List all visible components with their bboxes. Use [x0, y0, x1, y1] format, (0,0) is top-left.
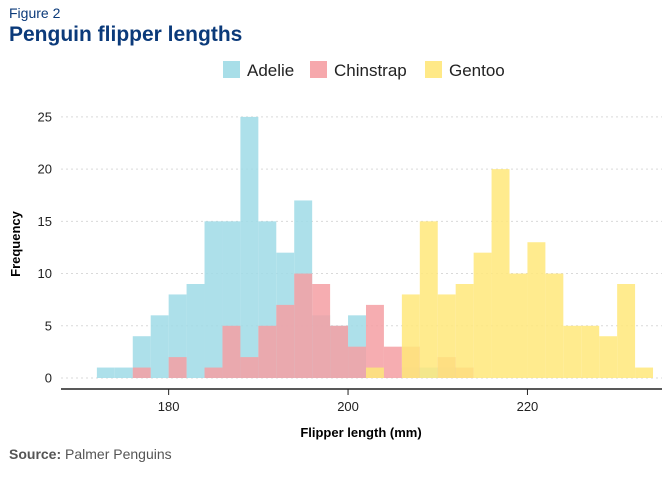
bar-gentoo-214 [473, 252, 492, 378]
bar-gentoo-206 [401, 294, 420, 378]
legend-label-gentoo: Gentoo [449, 61, 505, 80]
bar-chinstrap-200 [348, 346, 366, 378]
bar-gentoo-208 [419, 221, 438, 378]
x-axis-title: Flipper length (mm) [300, 425, 421, 440]
histogram-bars [96, 116, 654, 378]
legend: Adelie Chinstrap Gentoo [223, 61, 505, 80]
legend-swatch-gentoo [425, 61, 442, 78]
legend-swatch-chinstrap [310, 61, 327, 78]
y-tick-label: 0 [45, 371, 52, 386]
bar-adelie-182 [186, 284, 205, 378]
source-note: Source: Palmer Penguins [9, 446, 172, 462]
histogram-chart: 0 5 10 15 20 25 180 200 220 Flipper length (mm)… [8, 61, 662, 440]
bar-chinstrap-202 [365, 304, 384, 378]
bar-chinstrap-184 [204, 367, 223, 378]
bar-chinstrap-190 [258, 325, 277, 378]
bar-gentoo-212 [455, 284, 474, 378]
bar-gentoo-228 [599, 336, 618, 378]
source-label: Source: [9, 446, 62, 462]
y-tick-label: 15 [38, 214, 52, 229]
bar-chinstrap-188 [240, 357, 259, 378]
figure-kicker: Figure 2 [9, 5, 61, 21]
bar-gentoo-216 [491, 169, 510, 378]
bar-gentoo-232 [635, 367, 654, 378]
x-tick-label: 220 [517, 399, 539, 414]
bar-gentoo-224 [563, 325, 582, 378]
y-tick-label: 25 [38, 109, 52, 124]
bar-chinstrap-176 [132, 367, 151, 378]
bar-chinstrap-204 [383, 346, 402, 378]
y-tick-label: 20 [38, 162, 52, 177]
bar-gentoo-218 [509, 273, 528, 378]
bar-adelie-184 [204, 221, 223, 378]
series-gentoo [365, 169, 654, 378]
bar-adelie-174 [114, 367, 133, 378]
x-axis-ticks: 180 200 220 [158, 389, 539, 414]
x-tick-label: 180 [158, 399, 180, 414]
series-chinstrap [132, 273, 474, 378]
bar-gentoo-202 [365, 367, 384, 378]
bar-gentoo-210 [437, 294, 456, 378]
bar-chinstrap-192 [276, 304, 295, 378]
chart-title: Penguin flipper lengths [9, 23, 243, 46]
bar-chinstrap-194 [294, 273, 313, 378]
bar-chinstrap-180 [168, 357, 187, 378]
y-tick-label: 5 [45, 318, 52, 333]
bar-chinstrap-196 [312, 284, 331, 378]
y-axis-title: Frequency [8, 210, 23, 277]
bar-chinstrap-186 [222, 325, 241, 378]
legend-swatch-adelie [223, 61, 240, 78]
bar-gentoo-220 [527, 242, 546, 378]
source-text: Palmer Penguins [65, 446, 172, 462]
bar-gentoo-230 [617, 284, 636, 378]
x-tick-label: 200 [337, 399, 359, 414]
legend-label-adelie: Adelie [247, 61, 294, 80]
bar-gentoo-222 [545, 273, 564, 378]
bar-gentoo-226 [581, 325, 600, 378]
bar-adelie-172 [96, 367, 115, 378]
y-tick-label: 10 [38, 266, 52, 281]
bar-adelie-188 [240, 116, 259, 378]
bar-chinstrap-198 [330, 325, 349, 378]
bar-adelie-178 [150, 315, 169, 378]
y-axis-ticks: 0 5 10 15 20 25 [38, 109, 52, 385]
legend-label-chinstrap: Chinstrap [334, 61, 407, 80]
